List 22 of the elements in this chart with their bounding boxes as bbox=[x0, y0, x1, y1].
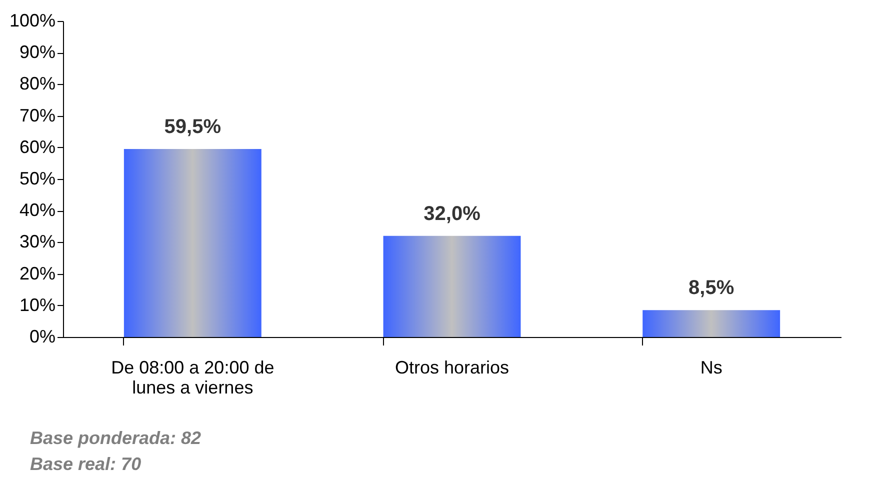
data-label: 59,5% bbox=[164, 116, 222, 138]
y-tick-label: 50% bbox=[19, 168, 56, 188]
bar bbox=[383, 236, 521, 337]
y-tick-label: 20% bbox=[19, 263, 56, 284]
text: Base real: 70 bbox=[30, 453, 142, 476]
y-tick-label: 10% bbox=[19, 294, 56, 315]
y-tick-label: 80% bbox=[19, 74, 56, 94]
bar bbox=[642, 310, 780, 337]
data-label: 32,0% bbox=[424, 202, 481, 225]
y-tick-label: 30% bbox=[19, 232, 56, 252]
y-tick-label: 70% bbox=[19, 105, 56, 126]
y-tick-label: 60% bbox=[19, 136, 56, 157]
text: Base ponderada: 82 bbox=[30, 427, 202, 450]
x-tick-label: Otros horarios bbox=[394, 358, 510, 378]
x-tick-label: De 08:00 a 20:00 de lunes a viernes bbox=[111, 358, 274, 398]
y-tick-label: 40% bbox=[19, 200, 56, 220]
x-tick-label: Ns bbox=[700, 358, 722, 378]
y-tick-label: 0% bbox=[29, 326, 56, 346]
data-label: 8,5% bbox=[688, 277, 734, 300]
y-tick-label: 90% bbox=[19, 42, 56, 62]
y-tick-label: 100% bbox=[9, 10, 56, 30]
bar bbox=[124, 148, 262, 337]
